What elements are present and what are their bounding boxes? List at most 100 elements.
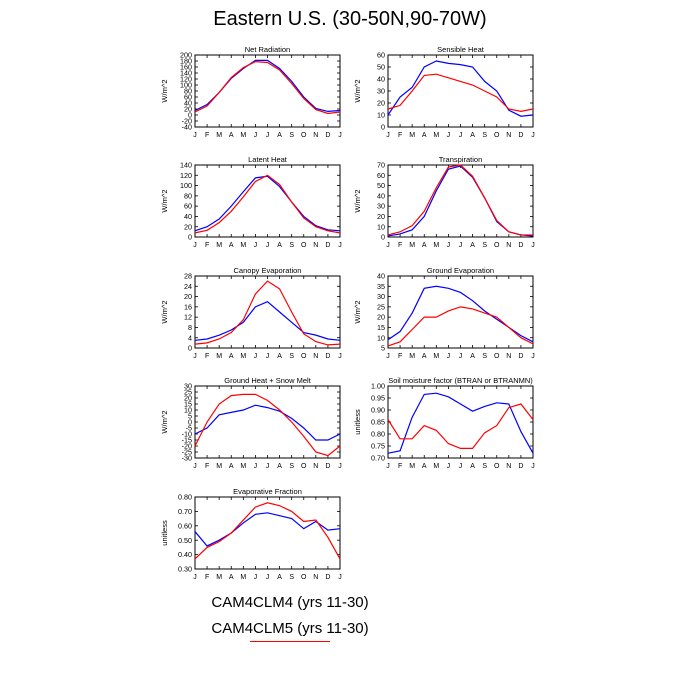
x-tick-label: M bbox=[240, 132, 246, 139]
y-tick-label: 24 bbox=[184, 282, 192, 291]
x-tick-label: N bbox=[313, 463, 318, 470]
x-tick-label: O bbox=[301, 242, 307, 249]
y-tick-label: 40 bbox=[377, 191, 385, 200]
y-tick-label: 100 bbox=[180, 181, 192, 190]
panel-title: Soil moisture factor (BTRAN or BTRANMN) bbox=[388, 376, 533, 385]
y-axis-label: W/m^2 bbox=[353, 300, 362, 323]
x-tick-label: M bbox=[216, 242, 222, 249]
y-tick-label: 200 bbox=[180, 51, 192, 60]
series-line-clm5 bbox=[387, 73, 534, 113]
panel-title: Ground Evaporation bbox=[427, 266, 494, 275]
y-tick-label: 0.90 bbox=[371, 406, 385, 415]
y-tick-label: 10 bbox=[184, 406, 192, 415]
x-tick-label: M bbox=[240, 574, 246, 581]
y-tick-label: 30 bbox=[377, 202, 385, 211]
x-tick-label: F bbox=[398, 132, 402, 139]
y-tick-label: 0.70 bbox=[178, 507, 192, 516]
y-tick-label: 0.60 bbox=[178, 521, 192, 530]
y-tick-label: 0.40 bbox=[178, 550, 192, 559]
y-tick-label: 0 bbox=[381, 123, 385, 132]
series-line-clm5 bbox=[194, 60, 341, 115]
panel-title: Evaporative Fraction bbox=[233, 487, 302, 496]
y-tick-label: -20 bbox=[182, 442, 192, 451]
x-tick-label: J bbox=[338, 463, 342, 470]
series-line-clm5 bbox=[194, 393, 341, 457]
x-tick-label: J bbox=[338, 132, 342, 139]
x-tick-label: J bbox=[193, 132, 197, 139]
x-tick-label: M bbox=[433, 463, 439, 470]
x-tick-label: J bbox=[193, 574, 197, 581]
y-tick-label: 0 bbox=[188, 111, 192, 120]
x-tick-label: S bbox=[289, 242, 294, 249]
x-tick-label: A bbox=[277, 132, 282, 139]
y-tick-label: 100 bbox=[180, 81, 192, 90]
x-tick-label: D bbox=[518, 353, 523, 360]
x-tick-label: S bbox=[289, 463, 294, 470]
x-tick-label: S bbox=[482, 242, 487, 249]
y-tick-label: 0 bbox=[188, 344, 192, 353]
x-tick-label: A bbox=[277, 353, 282, 360]
y-tick-label: 25 bbox=[184, 388, 192, 397]
panel-9: Evaporative Fraction 0.30 0.40 0.50 0.60 0.70… bbox=[160, 487, 342, 581]
y-axis-label: W/m^2 bbox=[353, 189, 362, 212]
x-tick-label: M bbox=[216, 463, 222, 470]
x-tick-label: F bbox=[205, 574, 209, 581]
x-tick-label: A bbox=[229, 574, 234, 581]
y-axis-label: W/m^2 bbox=[160, 300, 169, 323]
y-tick-label: 5 bbox=[188, 412, 192, 421]
y-tick-label: 120 bbox=[180, 171, 192, 180]
x-tick-label: F bbox=[398, 242, 402, 249]
page-title: Eastern U.S. (30-50N,90-70W) bbox=[213, 8, 487, 30]
y-tick-label: 15 bbox=[184, 400, 192, 409]
y-tick-label: 30 bbox=[377, 292, 385, 301]
x-tick-label: J bbox=[338, 242, 342, 249]
y-tick-label: -20 bbox=[182, 117, 192, 126]
y-tick-label: -25 bbox=[182, 448, 192, 457]
x-tick-label: S bbox=[482, 463, 487, 470]
x-tick-label: J bbox=[447, 242, 451, 249]
y-tick-label: 0 bbox=[188, 418, 192, 427]
x-tick-label: O bbox=[301, 353, 307, 360]
x-tick-label: J bbox=[459, 463, 463, 470]
x-tick-label: N bbox=[313, 242, 318, 249]
x-tick-label: A bbox=[470, 242, 475, 249]
x-tick-label: D bbox=[518, 463, 523, 470]
y-tick-label: 1.00 bbox=[371, 382, 385, 391]
y-tick-label: 10 bbox=[377, 333, 385, 342]
x-tick-label: J bbox=[447, 463, 451, 470]
y-tick-label: 0.95 bbox=[371, 394, 385, 403]
y-tick-label: 20 bbox=[184, 222, 192, 231]
x-tick-label: J bbox=[254, 463, 258, 470]
x-tick-label: M bbox=[433, 242, 439, 249]
y-tick-label: 20 bbox=[377, 99, 385, 108]
x-tick-label: A bbox=[229, 463, 234, 470]
legend-entry-clm5: CAM4CLM5 (yrs 11-30) bbox=[211, 620, 369, 637]
y-tick-label: 0.80 bbox=[371, 430, 385, 439]
y-tick-label: -40 bbox=[182, 123, 192, 132]
series-line-clm5 bbox=[194, 280, 341, 346]
y-tick-label: 0.80 bbox=[178, 493, 192, 502]
x-tick-label: O bbox=[494, 463, 500, 470]
x-tick-label: J bbox=[266, 132, 270, 139]
y-tick-label: 120 bbox=[180, 75, 192, 84]
x-tick-label: J bbox=[338, 574, 342, 581]
x-tick-label: J bbox=[459, 353, 463, 360]
y-tick-label: 20 bbox=[377, 313, 385, 322]
y-tick-label: 140 bbox=[180, 69, 192, 78]
x-tick-label: J bbox=[531, 242, 535, 249]
x-tick-label: S bbox=[289, 353, 294, 360]
y-tick-label: 0.70 bbox=[371, 454, 385, 463]
x-tick-label: O bbox=[301, 132, 307, 139]
x-tick-label: J bbox=[459, 242, 463, 249]
x-tick-label: F bbox=[205, 463, 209, 470]
x-tick-label: F bbox=[398, 353, 402, 360]
x-tick-label: A bbox=[422, 463, 427, 470]
x-tick-label: O bbox=[494, 132, 500, 139]
panel-7: Ground Heat + Snow Melt -30-25-20-15-10-5… bbox=[160, 376, 342, 470]
x-tick-label: M bbox=[216, 353, 222, 360]
x-tick-label: O bbox=[494, 242, 500, 249]
x-tick-label: J bbox=[386, 132, 390, 139]
y-tick-label: 0 bbox=[381, 233, 385, 242]
